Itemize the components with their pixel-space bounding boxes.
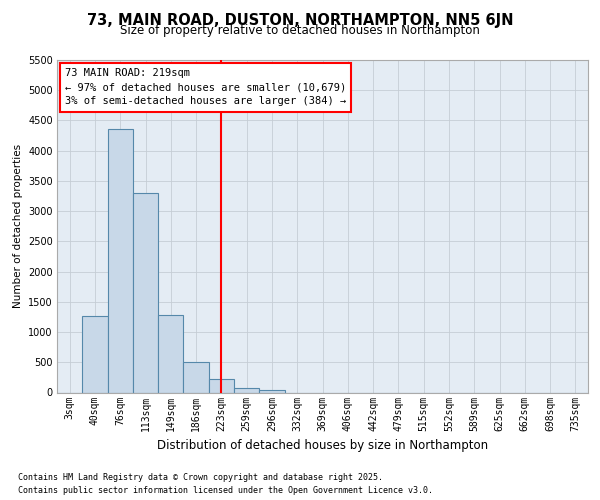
Bar — [184, 362, 209, 392]
Text: Size of property relative to detached houses in Northampton: Size of property relative to detached ho… — [120, 24, 480, 37]
Bar — [82, 316, 107, 392]
Text: Contains public sector information licensed under the Open Government Licence v3: Contains public sector information licen… — [18, 486, 433, 495]
Text: 73, MAIN ROAD, DUSTON, NORTHAMPTON, NN5 6JN: 73, MAIN ROAD, DUSTON, NORTHAMPTON, NN5 … — [87, 12, 513, 28]
Bar — [107, 129, 133, 392]
Bar — [234, 388, 259, 392]
Bar — [209, 379, 234, 392]
X-axis label: Distribution of detached houses by size in Northampton: Distribution of detached houses by size … — [157, 439, 488, 452]
Bar — [133, 193, 158, 392]
Y-axis label: Number of detached properties: Number of detached properties — [13, 144, 23, 308]
Text: 73 MAIN ROAD: 219sqm
← 97% of detached houses are smaller (10,679)
3% of semi-de: 73 MAIN ROAD: 219sqm ← 97% of detached h… — [65, 68, 346, 106]
Text: Contains HM Land Registry data © Crown copyright and database right 2025.: Contains HM Land Registry data © Crown c… — [18, 472, 383, 482]
Bar — [259, 390, 284, 392]
Bar — [158, 315, 184, 392]
